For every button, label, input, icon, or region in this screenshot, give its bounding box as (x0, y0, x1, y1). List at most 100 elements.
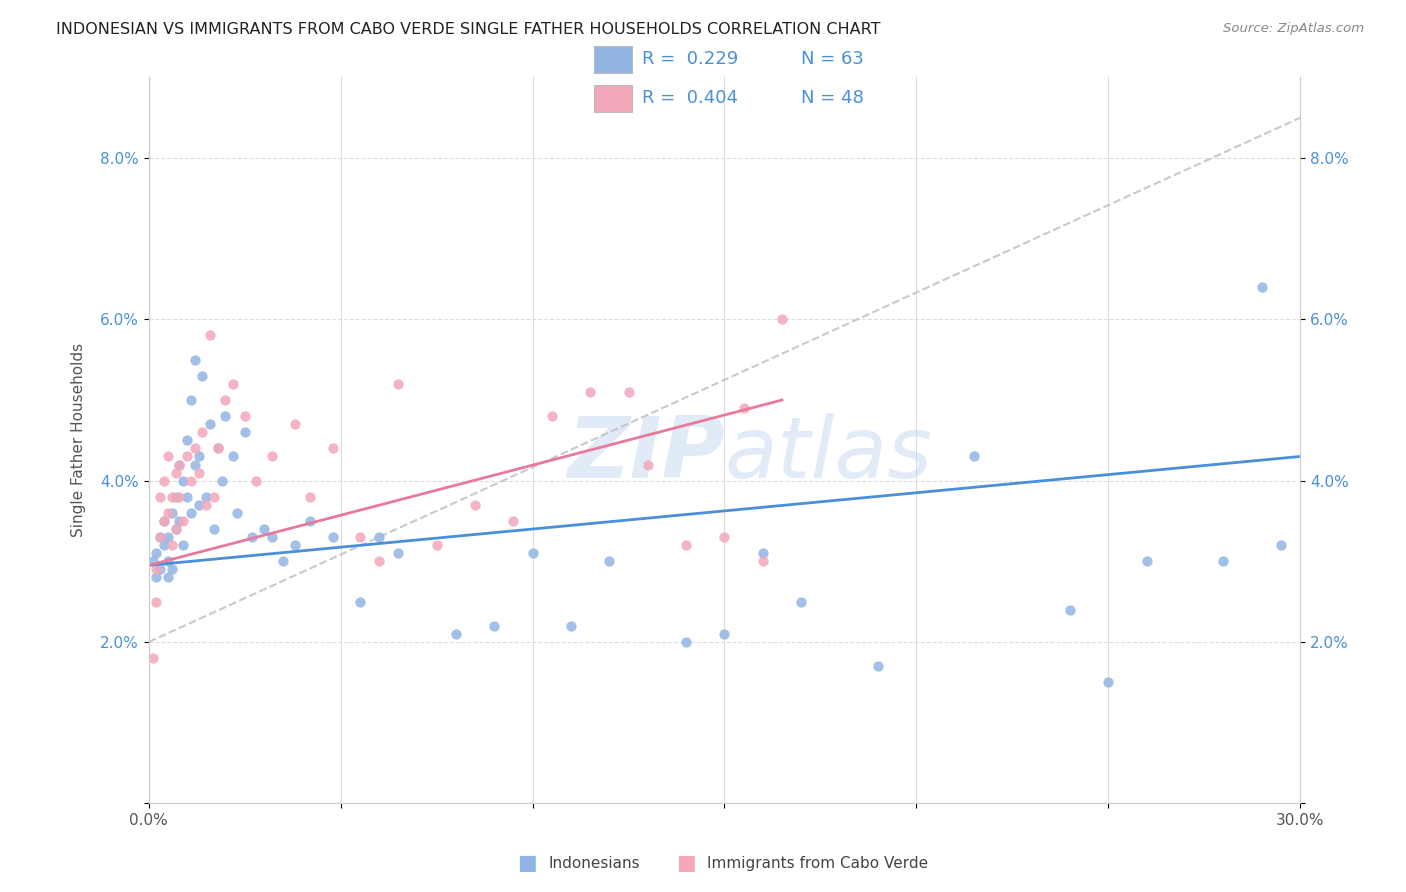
Point (191, 368, 214, 383)
Point (165, 490, 187, 504)
Text: Source: ZipAtlas.com: Source: ZipAtlas.com (1223, 22, 1364, 36)
Point (160, 490, 183, 504)
Point (187, 498, 209, 512)
Point (149, 490, 172, 504)
Point (187, 450, 209, 464)
Point (222, 376, 245, 391)
Point (156, 554, 179, 568)
Point (153, 514, 176, 528)
Point (502, 514, 524, 528)
Point (195, 498, 218, 512)
Point (180, 506, 202, 520)
Point (245, 474, 267, 488)
Point (156, 570, 179, 584)
Point (165, 522, 187, 536)
Point (368, 554, 391, 568)
Point (198, 417, 221, 432)
Point (153, 474, 176, 488)
Point (298, 490, 321, 504)
Point (1212, 554, 1234, 568)
Point (184, 458, 207, 472)
Point (733, 401, 755, 415)
Text: Immigrants from Cabo Verde: Immigrants from Cabo Verde (707, 856, 928, 871)
Bar (593, 45, 631, 73)
Point (560, 619, 582, 633)
Point (169, 458, 191, 472)
Point (184, 442, 207, 456)
Point (1250, 280, 1272, 294)
Point (675, 635, 697, 649)
Point (349, 594, 371, 608)
Point (464, 498, 486, 512)
Point (202, 522, 225, 536)
Point (1270, 538, 1292, 552)
Point (222, 450, 245, 464)
Point (145, 570, 167, 584)
Point (253, 522, 276, 536)
Point (156, 530, 179, 544)
Point (153, 538, 176, 552)
Point (368, 530, 391, 544)
Point (713, 627, 735, 641)
Text: ■: ■ (676, 854, 696, 873)
Point (172, 514, 194, 528)
Point (444, 627, 467, 641)
Text: R =  0.404: R = 0.404 (643, 88, 738, 106)
Point (207, 442, 229, 456)
Point (176, 450, 198, 464)
Point (226, 506, 249, 520)
Text: atlas: atlas (724, 413, 932, 496)
Point (540, 409, 562, 424)
Point (617, 384, 640, 399)
Text: R =  0.229: R = 0.229 (643, 51, 738, 69)
Y-axis label: Single Father Households: Single Father Households (72, 343, 86, 537)
Point (198, 328, 221, 343)
Point (142, 651, 165, 665)
Point (752, 546, 775, 560)
Point (195, 490, 218, 504)
Point (214, 392, 236, 407)
Point (207, 442, 229, 456)
Point (149, 530, 172, 544)
Point (322, 442, 344, 456)
Point (233, 425, 256, 440)
Point (260, 530, 283, 544)
Point (145, 562, 167, 576)
Bar (593, 85, 631, 112)
Point (675, 538, 697, 552)
Point (156, 506, 179, 520)
Point (284, 538, 307, 552)
Point (145, 546, 167, 560)
Point (271, 554, 294, 568)
Point (298, 514, 321, 528)
Point (180, 392, 202, 407)
Point (770, 312, 793, 326)
Point (349, 530, 371, 544)
Point (579, 384, 602, 399)
Point (165, 522, 187, 536)
Point (260, 450, 283, 464)
Point (172, 474, 194, 488)
Point (160, 538, 183, 552)
Point (963, 450, 986, 464)
Point (1097, 675, 1119, 690)
Point (187, 466, 209, 480)
Point (713, 530, 735, 544)
Point (156, 450, 179, 464)
Point (176, 434, 198, 448)
Point (284, 417, 307, 432)
Point (214, 409, 236, 424)
Point (426, 538, 449, 552)
Point (522, 546, 544, 560)
Point (240, 530, 263, 544)
Point (169, 514, 191, 528)
Point (149, 562, 172, 576)
Text: Indonesians: Indonesians (548, 856, 640, 871)
Point (482, 619, 505, 633)
Text: INDONESIAN VS IMMIGRANTS FROM CABO VERDE SINGLE FATHER HOUSEHOLDS CORRELATION CH: INDONESIAN VS IMMIGRANTS FROM CABO VERDE… (56, 22, 880, 37)
Text: ■: ■ (517, 854, 537, 873)
Text: N = 48: N = 48 (800, 88, 863, 106)
Point (180, 474, 202, 488)
Point (1136, 554, 1159, 568)
Point (202, 490, 225, 504)
